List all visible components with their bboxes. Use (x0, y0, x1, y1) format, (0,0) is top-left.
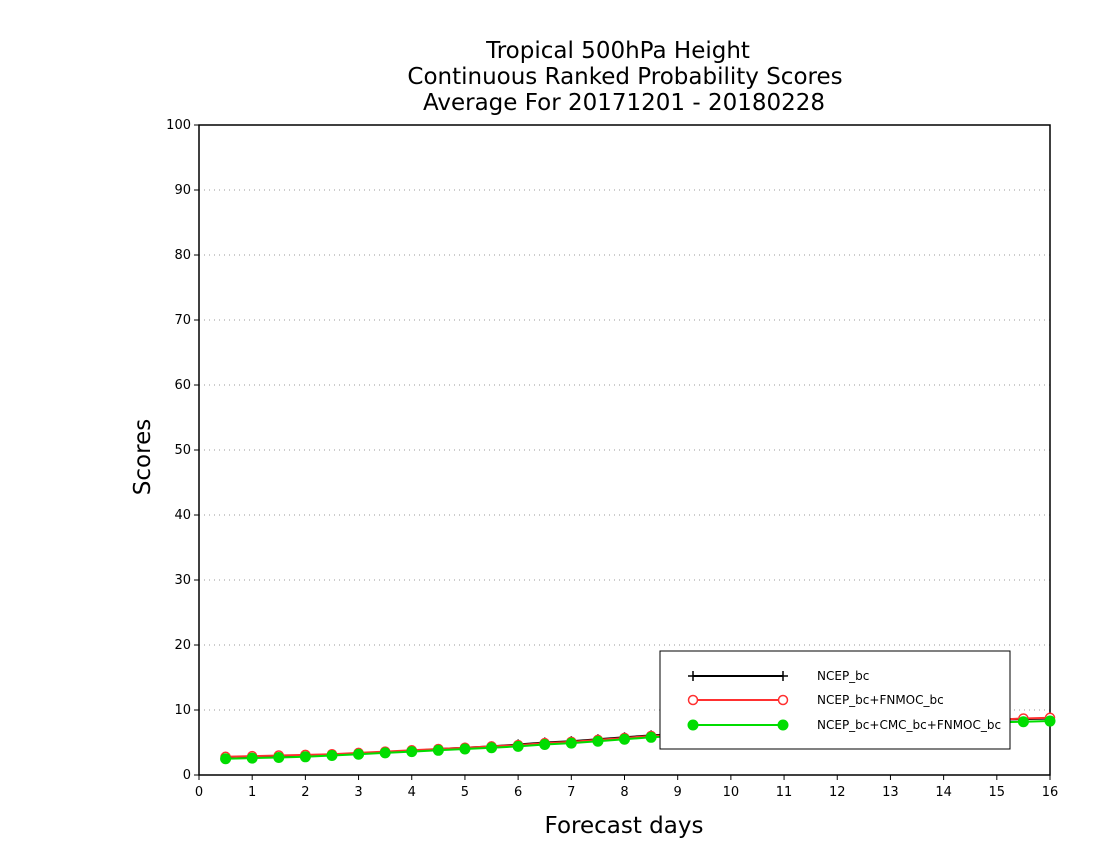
data-point (565, 737, 577, 749)
chart-title-line-3: Average For 20171201 - 20180228 (423, 90, 825, 116)
data-point (432, 744, 444, 756)
x-tick-label: 9 (674, 785, 682, 800)
y-axis-ticks: 0 10 20 30 40 50 60 70 80 90 100 (166, 118, 199, 783)
y-tick-label: 40 (174, 508, 191, 523)
data-point (220, 753, 232, 765)
y-tick-label: 30 (174, 573, 191, 588)
chart-title-line-1: Tropical 500hPa Height (485, 38, 750, 64)
x-tick-label: 16 (1042, 785, 1059, 800)
data-point (406, 746, 418, 758)
legend-marker (688, 671, 698, 681)
data-point (1017, 716, 1029, 728)
legend-label: NCEP_bc+FNMOC_bc (817, 693, 944, 707)
chart-title-line-2: Continuous Ranked Probability Scores (407, 64, 842, 90)
x-tick-label: 14 (935, 785, 952, 800)
legend-marker (777, 719, 789, 731)
x-tick-label: 4 (408, 785, 416, 800)
x-tick-label: 6 (514, 785, 522, 800)
legend-label: NCEP_bc+CMC_bc+FNMOC_bc (817, 718, 1001, 732)
x-tick-label: 3 (354, 785, 362, 800)
x-tick-label: 15 (989, 785, 1006, 800)
legend-label: NCEP_bc (817, 669, 869, 683)
legend: NCEP_bc NCEP_bc+FNMOC_bc NCEP_bc+CMC_bc+FN… (659, 650, 1011, 750)
legend-marker (687, 694, 699, 706)
x-tick-label: 1 (248, 785, 256, 800)
x-tick-label: 13 (882, 785, 899, 800)
data-point (273, 751, 285, 763)
y-tick-label: 0 (183, 768, 191, 783)
x-tick-label: 0 (195, 785, 203, 800)
y-tick-label: 50 (174, 443, 191, 458)
legend-marker (687, 719, 699, 731)
data-point (353, 748, 365, 760)
y-tick-label: 10 (174, 703, 191, 718)
y-axis-label: Scores (130, 419, 156, 495)
x-tick-label: 12 (829, 785, 846, 800)
data-point (645, 731, 657, 743)
data-point (512, 740, 524, 752)
legend-entry-1: NCEP_bc+FNMOC_bc (687, 693, 944, 707)
y-tick-label: 80 (174, 248, 191, 263)
y-tick-label: 20 (174, 638, 191, 653)
x-axis-ticks: 0 1 2 3 4 5 6 7 8 9 10 11 12 13 14 15 16 (195, 775, 1058, 800)
y-tick-label: 90 (174, 183, 191, 198)
y-tick-label: 100 (166, 118, 191, 133)
y-tick-label: 60 (174, 378, 191, 393)
data-point (1044, 715, 1056, 727)
data-point (246, 752, 258, 764)
data-point (299, 751, 311, 763)
data-point (619, 733, 630, 745)
x-axis-label: Forecast days (545, 813, 704, 839)
data-point (592, 735, 604, 747)
legend-marker (778, 671, 788, 681)
x-tick-label: 8 (620, 785, 628, 800)
legend-marker (777, 694, 789, 706)
legend-entry-2: NCEP_bc+CMC_bc+FNMOC_bc (687, 718, 1001, 732)
data-point (539, 738, 551, 750)
y-tick-label: 70 (174, 313, 191, 328)
x-tick-label: 2 (301, 785, 309, 800)
x-tick-label: 5 (461, 785, 469, 800)
x-tick-label: 10 (723, 785, 740, 800)
legend-entry-0: NCEP_bc (688, 669, 869, 683)
data-point (326, 750, 338, 761)
x-tick-label: 7 (567, 785, 575, 800)
data-point (379, 747, 391, 759)
data-point (459, 743, 471, 755)
chart-title: Tropical 500hPa Height Continuous Ranked… (407, 38, 842, 116)
data-point (486, 742, 498, 754)
x-tick-label: 11 (776, 785, 793, 800)
grid-lines (199, 189, 1050, 711)
